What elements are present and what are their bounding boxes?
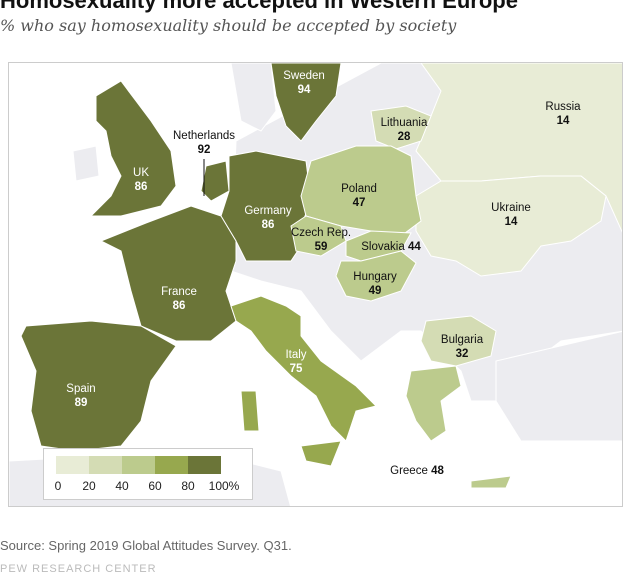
label-netherlands: Netherlands 92	[172, 130, 236, 156]
legend-swatch-20-40	[89, 456, 122, 474]
other-land-ireland	[72, 145, 100, 182]
country-bulgaria	[420, 315, 497, 367]
label-bulgaria: Bulgaria 32	[440, 334, 484, 360]
legend-tick: 0	[54, 479, 62, 493]
legend-swatch-80-100	[188, 456, 221, 474]
chart-subtitle: % who say homosexuality should be accept…	[0, 16, 457, 35]
legend-tick: 100%	[208, 479, 240, 493]
country-greece-crete	[470, 475, 512, 489]
country-hungary	[335, 250, 417, 302]
label-ukraine: Ukraine 14	[491, 202, 531, 228]
country-spain	[20, 320, 177, 452]
label-germany: Germany 86	[244, 205, 292, 231]
label-poland: Poland 47	[341, 183, 377, 209]
color-legend: 0 20 40 60 80 100%	[43, 448, 253, 500]
country-italy-sicily	[300, 440, 342, 467]
label-italy: Italy 75	[285, 349, 307, 375]
country-italy-sardinia	[240, 390, 260, 432]
legend-swatch-40-60	[122, 456, 155, 474]
country-france	[99, 205, 237, 342]
footer-credit: PEW RESEARCH CENTER	[0, 563, 157, 575]
country-uk	[89, 80, 177, 217]
legend-swatch-60-80	[155, 456, 188, 474]
legend-tick: 40	[115, 479, 129, 493]
label-greece: Greece 48	[390, 465, 444, 477]
label-france: France 86	[161, 286, 197, 312]
europe-map: Sweden 94 Lithuania 28 Russia 14 Netherland…	[8, 62, 623, 507]
chart-title: Homosexuality more accepted in Western E…	[0, 0, 518, 13]
country-greece	[405, 365, 462, 442]
legend-tick: 80	[181, 479, 195, 493]
source-note: Source: Spring 2019 Global Attitudes Sur…	[0, 538, 292, 553]
country-italy	[230, 295, 377, 442]
label-russia: Russia 14	[545, 101, 581, 127]
map-svg	[9, 63, 622, 506]
label-hungary: Hungary 49	[353, 271, 397, 297]
other-land-norway	[230, 63, 277, 132]
legend-tick: 20	[82, 479, 96, 493]
label-uk: UK 86	[133, 167, 149, 193]
legend-tick: 60	[148, 479, 162, 493]
legend-swatch-0-20	[56, 456, 89, 474]
other-land-turkey	[495, 330, 622, 442]
country-ukraine	[415, 175, 607, 277]
country-poland	[300, 145, 422, 237]
label-slovakia: Slovakia 44	[361, 241, 421, 253]
label-czech: Czech Rep. 59	[290, 227, 352, 253]
label-sweden: Sweden 94	[283, 70, 325, 96]
label-spain: Spain 89	[66, 383, 96, 409]
country-sweden	[270, 63, 342, 142]
country-netherlands	[200, 160, 230, 202]
label-lithuania: Lithuania 28	[380, 117, 428, 143]
country-lithuania	[370, 105, 432, 150]
